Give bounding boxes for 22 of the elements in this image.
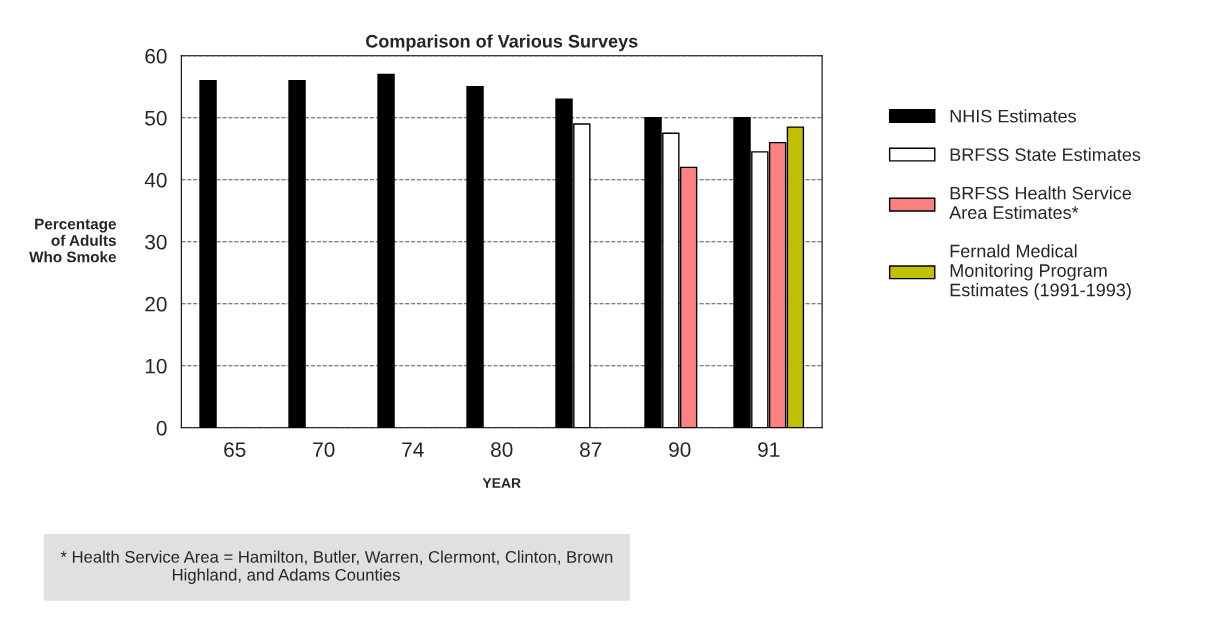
y-tick-label: 0 [156, 420, 167, 436]
x-tick-label: 91 [758, 442, 780, 457]
x-tick-label: 74 [402, 442, 424, 457]
y-tick-label: 30 [145, 234, 167, 250]
chart-title: Comparison of Various Surveys [366, 34, 638, 52]
y-tick-label: 40 [144, 172, 167, 188]
y-tick-label: 60 [145, 48, 167, 64]
legend-label: BRFSS State Estimates [950, 147, 1141, 162]
y-axis-title: Percentage of Adults Who Smoke [29, 218, 116, 263]
legend-label: Fernald Medical Monitoring Program Estimates (1991-1993) [950, 244, 1131, 300]
text: * Health Service Area = Hamilton, Butler, Warren, Clermont, Clinton, Brown Highland, and Adams Counties [60, 550, 613, 585]
legend-label: BRFSS Health Service Area Estimates* [949, 186, 1132, 219]
x-axis-title: YEAR [482, 478, 521, 488]
legend-label: NHIS Estimates [950, 109, 1076, 123]
y-tick-label: 10 [145, 358, 167, 374]
x-tick-label: 87 [580, 442, 602, 457]
y-tick-label: 50 [145, 110, 167, 126]
x-tick-label: 80 [491, 442, 513, 457]
x-tick-label: 65 [224, 442, 246, 457]
y-tick-label: 20 [145, 296, 167, 312]
x-tick-label: 90 [669, 442, 691, 457]
x-tick-label: 70 [313, 442, 335, 457]
